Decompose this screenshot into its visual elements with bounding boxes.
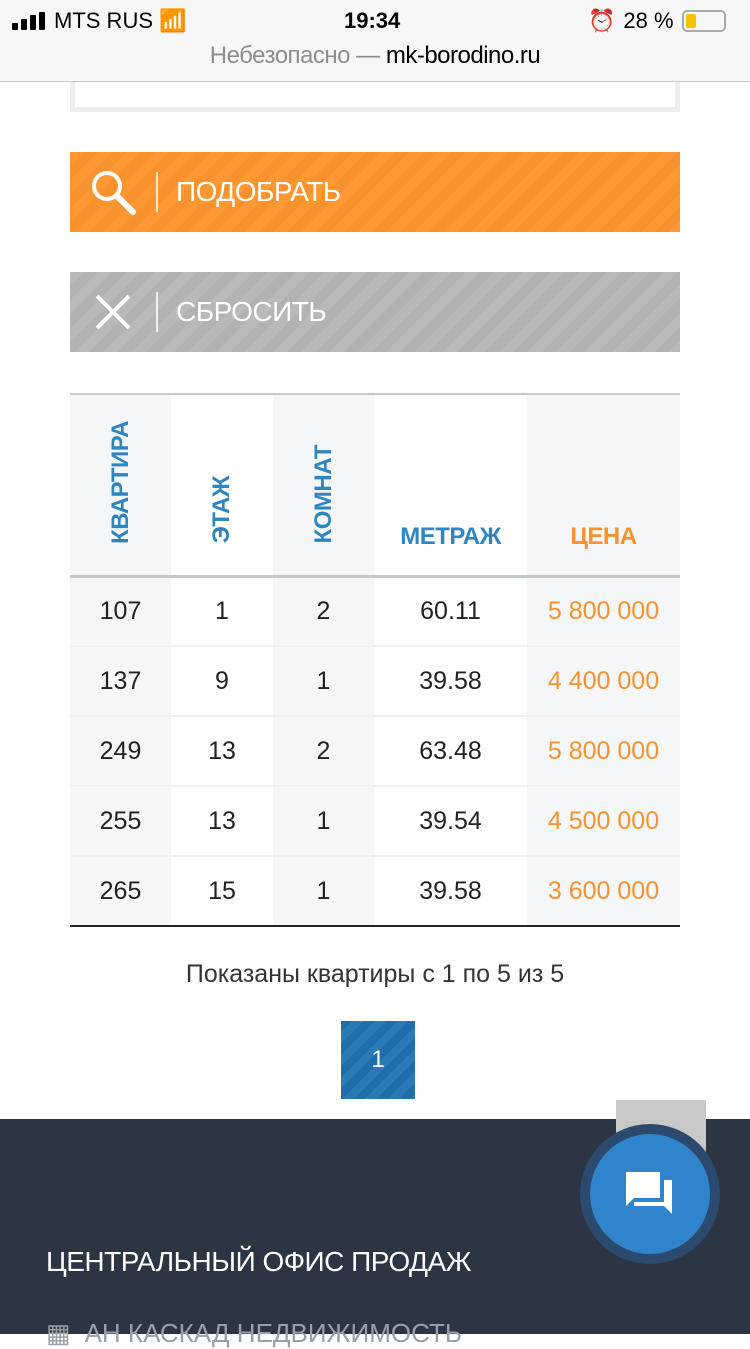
wifi-icon: 📶 bbox=[159, 8, 187, 33]
cell-floor: 13 bbox=[171, 785, 273, 856]
header-label: КОМНАТ bbox=[309, 445, 337, 544]
apartments-table: КВАРТИРА ЭТАЖ КОМНАТ МЕТРАЖ ЦЕНА 107 1 2 60… bbox=[70, 393, 680, 927]
header-price[interactable]: ЦЕНА bbox=[527, 394, 680, 578]
domain: mk-borodino.ru bbox=[385, 42, 541, 69]
cell-area: 60.11 bbox=[420, 596, 481, 625]
cell-floor: 15 bbox=[171, 855, 273, 926]
cell-apartment: 107 bbox=[70, 576, 171, 646]
cell-area: 63.48 bbox=[374, 715, 527, 786]
cell-apartment: 249 bbox=[70, 715, 171, 786]
header-area[interactable]: МЕТРАЖ bbox=[374, 394, 527, 578]
cell-area: 39.58 bbox=[374, 855, 527, 926]
close-icon bbox=[70, 272, 156, 352]
cell-rooms: 2 bbox=[273, 576, 374, 646]
header-label: ЭТАЖ bbox=[208, 476, 235, 544]
cell-price: 5 800 000 bbox=[527, 576, 680, 646]
table-row[interactable]: 265 15 1 39.58 3 600 000 bbox=[70, 855, 680, 926]
search-label: ПОДОБРАТЬ bbox=[176, 176, 341, 207]
cell-floor: 9 bbox=[171, 645, 273, 716]
clock: 19:34 bbox=[344, 8, 401, 33]
filter-box bbox=[70, 82, 680, 112]
status-bar: MTS RUS 📶 19:34 ⏰ 28 % Небезопасно — mk-… bbox=[0, 0, 750, 82]
footer-title: ЦЕНТРАЛЬНЫЙ ОФИС ПРОДАЖ bbox=[46, 1246, 472, 1277]
insecure-label: Небезопасно — bbox=[209, 42, 380, 69]
cell-apartment: 255 bbox=[70, 785, 171, 856]
header-label: МЕТРАЖ bbox=[400, 522, 501, 550]
address-bar[interactable]: Небезопасно — mk-borodino.ru bbox=[0, 42, 750, 70]
cell-floor: 13 bbox=[171, 715, 273, 786]
cell-area: 39.58 bbox=[374, 645, 527, 716]
page-1-button[interactable]: 1 bbox=[341, 1021, 415, 1099]
cell-rooms: 1 bbox=[273, 855, 374, 926]
reset-label: СБРОСИТЬ bbox=[176, 296, 327, 327]
table-row[interactable]: 107 1 2 60.11 5 800 000 bbox=[70, 576, 680, 646]
battery-percent: 28 % bbox=[623, 8, 674, 33]
reset-button[interactable]: СБРОСИТЬ bbox=[70, 272, 680, 352]
alarm-icon: ⏰ bbox=[588, 8, 616, 33]
search-button[interactable]: ПОДОБРАТЬ bbox=[70, 152, 680, 232]
table-row[interactable]: 255 13 1 39.54 4 500 000 bbox=[70, 785, 680, 856]
search-icon bbox=[70, 152, 156, 232]
signal-icon bbox=[12, 12, 45, 30]
cell-rooms: 1 bbox=[273, 645, 374, 716]
cell-apartment: 137 bbox=[70, 645, 171, 716]
chat-icon bbox=[626, 1172, 672, 1214]
cell-floor: 1 bbox=[215, 596, 229, 625]
results-summary: Показаны квартиры с 1 по 5 из 5 bbox=[185, 960, 565, 988]
chat-button[interactable] bbox=[590, 1134, 710, 1254]
battery-icon bbox=[681, 10, 726, 32]
divider bbox=[156, 172, 158, 212]
header-floor[interactable]: ЭТАЖ bbox=[171, 394, 273, 578]
table-row[interactable]: 137 9 1 39.58 4 400 000 bbox=[70, 645, 680, 716]
cell-price: 3 600 000 bbox=[527, 855, 680, 926]
cell-rooms: 2 bbox=[273, 715, 374, 786]
header-label: ЦЕНА bbox=[570, 522, 637, 550]
cell-price: 4 400 000 bbox=[527, 645, 680, 716]
header-apartment[interactable]: КВАРТИРА bbox=[70, 394, 171, 578]
cell-rooms: 1 bbox=[273, 785, 374, 856]
carrier: MTS RUS bbox=[54, 8, 153, 33]
cell-apartment: 265 bbox=[70, 855, 171, 926]
table-row[interactable]: 249 13 2 63.48 5 800 000 bbox=[70, 715, 680, 786]
header-label: КВАРТИРА bbox=[106, 420, 134, 544]
cell-price: 4 500 000 bbox=[527, 785, 680, 856]
divider bbox=[156, 292, 158, 332]
header-rooms[interactable]: КОМНАТ bbox=[273, 394, 374, 578]
cell-price: 5 800 000 bbox=[527, 715, 680, 786]
cell-area: 39.54 bbox=[374, 785, 527, 856]
